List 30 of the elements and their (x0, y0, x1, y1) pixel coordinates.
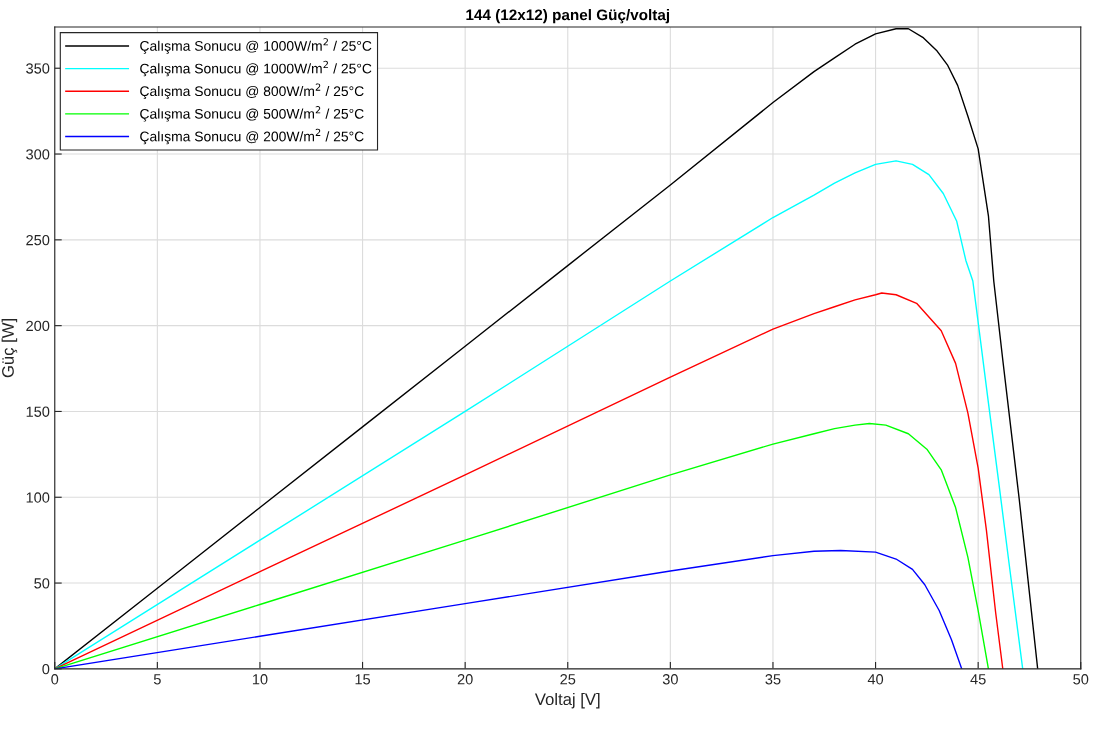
y-tick-label: 350 (26, 63, 50, 74)
y-tick-label: 100 (26, 492, 50, 503)
x-tick-label: 15 (355, 674, 371, 685)
x-axis-title: Voltaj [V] (534, 692, 600, 709)
y-tick-label: 50 (34, 578, 50, 589)
line-series (54, 422, 990, 669)
legend-label: Çalışma Sonucu @ 200W/m$^{2}$ / 25°C (140, 128, 364, 145)
x-tick-label: 5 (153, 674, 161, 685)
line-series (54, 292, 1004, 669)
y-tick-label: 150 (26, 406, 50, 417)
x-tick-label: 20 (457, 674, 473, 685)
y-axis-title: Güç [W] (1, 319, 18, 378)
legend-label: Çalışma Sonucu @ 1000W/m$^{2}$ / 25°C (140, 38, 372, 54)
x-tick-label: 10 (252, 674, 268, 685)
y-tick-label: 250 (26, 234, 50, 246)
legend-label: Çalışma Sonucu @ 800W/m$^{2}$ / 25°C (140, 83, 364, 99)
y-tick-label: 0 (42, 663, 50, 675)
x-tick-label: 0 (51, 674, 59, 685)
x-tick-label: 40 (867, 674, 884, 685)
x-tick-label: 50 (1073, 674, 1089, 685)
chart-title: 144 (12x12) panel Güç/voltaj (466, 9, 670, 24)
y-tick-label: 300 (26, 149, 50, 160)
x-tick-label: 30 (662, 674, 678, 685)
legend-label: Çalışma Sonucu @ 500W/m$^{2}$ / 25°C (140, 106, 364, 122)
x-tick-label: 45 (970, 674, 986, 685)
line-series (54, 160, 1024, 669)
legend-label: Çalışma Sonucu @ 1000W/m$^{2}$ / 25°C (140, 60, 372, 77)
x-tick-label: 25 (560, 674, 576, 685)
x-tick-label: 35 (765, 674, 781, 685)
y-tick-label: 200 (26, 320, 50, 332)
